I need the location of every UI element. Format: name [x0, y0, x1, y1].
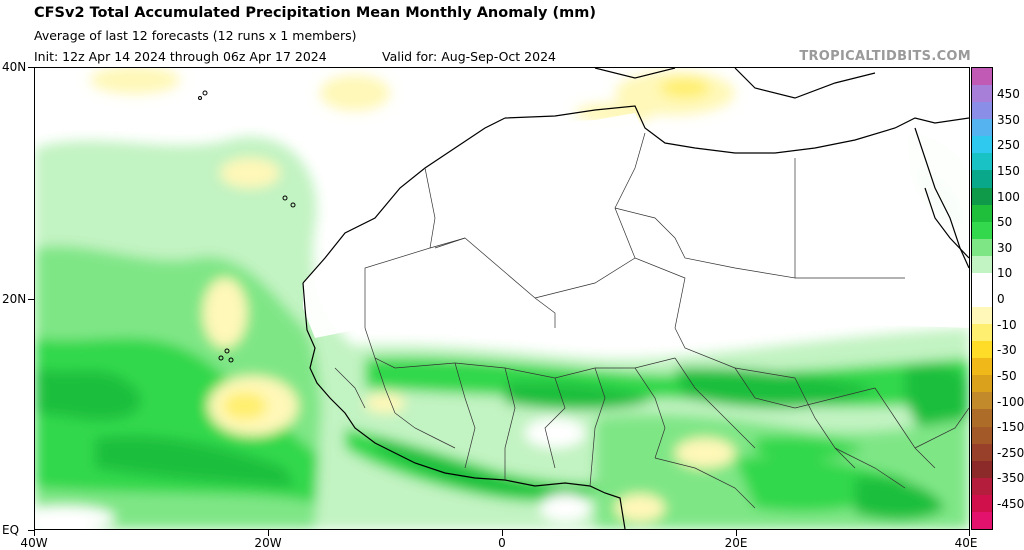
colorbar-swatch [972, 511, 992, 530]
map-title: CFSv2 Total Accumulated Precipitation Me… [34, 5, 597, 21]
anomaly-shading [35, 68, 969, 529]
colorbar-label: -100 [997, 394, 1024, 409]
colorbar-swatch [972, 426, 992, 445]
colorbar-label: 0 [997, 292, 1005, 306]
colorbar-swatch [972, 477, 992, 496]
colorbar-swatch [972, 136, 992, 154]
colorbar-label: -50 [997, 368, 1017, 383]
colorbar-swatch [972, 85, 992, 103]
colorbar-swatch [972, 307, 992, 325]
colorbar-label: 250 [997, 138, 1020, 153]
colorbar-label: 30 [997, 240, 1013, 255]
x-tick-40w [34, 530, 35, 536]
x-label-40e: 40E [954, 536, 978, 550]
colorbar [971, 67, 993, 530]
colorbar-swatch [972, 375, 992, 393]
y-label-20n: 20N [2, 292, 27, 306]
colorbar-swatch [972, 255, 992, 274]
colorbar-swatch [972, 204, 992, 223]
colorbar-swatch [972, 238, 992, 257]
valid-period: Valid for: Aug-Sep-Oct 2024 [382, 49, 556, 64]
colorbar-swatch [972, 153, 992, 171]
colorbar-swatch [972, 460, 992, 479]
colorbar-swatch [972, 443, 992, 462]
islands [198, 90, 296, 363]
coastlines [302, 68, 969, 529]
colorbar-swatch [972, 272, 992, 291]
colorbar-label: 100 [997, 189, 1020, 204]
colorbar-swatch [972, 102, 992, 120]
colorbar-swatch [972, 289, 992, 308]
x-label-0: 0 [498, 536, 506, 550]
map-canvas [35, 68, 969, 529]
colorbar-swatch [972, 170, 992, 188]
colorbar-swatch [972, 68, 992, 86]
colorbar-label: -350 [997, 471, 1024, 486]
x-tick-0 [502, 530, 503, 536]
map-subtitle: Average of last 12 forecasts (12 runs x … [34, 28, 357, 43]
colorbar-swatch [972, 494, 992, 513]
x-tick-40e [969, 530, 970, 536]
brand-watermark: TROPICALTIDBITS.COM [799, 49, 971, 64]
init-time: Init: 12z Apr 14 2024 through 06z Apr 17… [34, 49, 327, 64]
colorbar-label: 450 [997, 87, 1020, 101]
country-borders [334, 132, 969, 509]
y-label-eq: EQ [2, 523, 20, 537]
x-label-40w: 40W [20, 536, 48, 550]
colorbar-swatch [972, 358, 992, 376]
colorbar-label: 350 [997, 112, 1020, 127]
y-tick-40n [28, 67, 34, 68]
colorbar-label: 10 [997, 266, 1013, 281]
x-label-20w: 20W [254, 536, 282, 550]
colorbar-label: -150 [997, 420, 1024, 435]
colorbar-swatch [972, 324, 992, 342]
y-label-40n: 40N [2, 60, 27, 74]
y-tick-eq [28, 530, 34, 531]
colorbar-swatch [972, 341, 992, 359]
sahara-land [303, 113, 969, 338]
x-tick-20e [736, 530, 737, 536]
colorbar-swatch [972, 221, 992, 240]
colorbar-label: -450 [997, 497, 1024, 511]
colorbar-swatch [972, 119, 992, 137]
y-tick-20n [28, 299, 34, 300]
colorbar-swatch [972, 187, 992, 206]
x-label-20e: 20E [724, 536, 748, 550]
colorbar-label: -250 [997, 445, 1024, 460]
colorbar-swatch [972, 392, 992, 410]
colorbar-label: -10 [997, 317, 1017, 332]
colorbar-label: 150 [997, 163, 1020, 178]
colorbar-swatch [972, 409, 992, 428]
colorbar-label: -30 [997, 343, 1017, 358]
colorbar-label: 50 [997, 215, 1013, 230]
x-tick-20w [268, 530, 269, 536]
precipitation-anomaly-map [34, 67, 970, 530]
